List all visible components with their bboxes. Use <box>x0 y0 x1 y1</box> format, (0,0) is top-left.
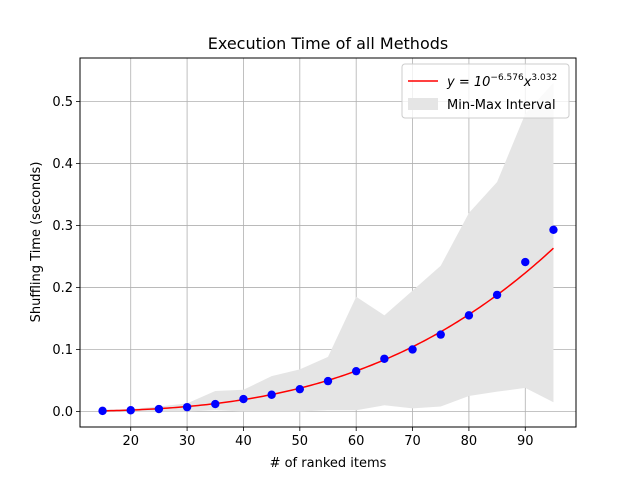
data-point <box>211 399 220 409</box>
data-point <box>549 225 558 234</box>
data-point <box>154 404 164 414</box>
data-point <box>521 257 530 267</box>
y-tick-label: 0.4 <box>52 157 73 172</box>
data-point <box>267 390 276 399</box>
x-tick-label: 30 <box>179 434 196 449</box>
y-axis-ticks: 0.0 0.1 0.2 0.3 0.4 0.5 <box>52 95 80 420</box>
x-tick-label: 90 <box>517 434 534 449</box>
legend-fit-variable: x <box>523 75 532 90</box>
plot-frame <box>79 57 577 428</box>
data-point <box>380 354 389 363</box>
y-tick-label: 0.5 <box>52 95 73 110</box>
data-point <box>239 394 248 404</box>
data-point <box>98 406 107 416</box>
x-axis-label: # of ranked items <box>270 456 387 471</box>
data-point <box>295 384 305 394</box>
data-point <box>182 402 192 412</box>
legend-fit-power: 3.032 <box>531 73 557 83</box>
legend-interval-swatch <box>408 98 438 110</box>
y-tick-label: 0.2 <box>52 281 73 296</box>
data-point <box>126 406 135 415</box>
data-point <box>464 311 474 320</box>
x-tick-label: 70 <box>404 434 421 449</box>
points-layer <box>98 225 558 416</box>
x-tick-label: 20 <box>122 434 139 449</box>
legend-fit-label: y = 10−6.576x3.032 <box>446 73 557 90</box>
chart-title: Execution Time of all Methods <box>208 34 448 53</box>
legend-box <box>401 63 570 119</box>
interval-layer <box>102 82 554 412</box>
x-tick-label: 40 <box>235 434 252 449</box>
legend-fit-base: y = 10 <box>446 75 490 90</box>
legend-interval-label: Min-Max Interval <box>447 98 556 113</box>
legend-fit-exponent: −6.576 <box>490 73 524 83</box>
y-tick-label: 0.1 <box>52 343 73 358</box>
data-point <box>408 345 417 354</box>
y-tick-label: 0.0 <box>52 405 73 420</box>
x-axis-ticks: 20 30 40 50 60 70 80 90 <box>122 427 534 449</box>
data-point <box>351 366 361 376</box>
data-point <box>492 290 502 300</box>
x-tick-label: 80 <box>461 434 478 449</box>
data-point <box>323 376 333 386</box>
min-max-interval-band <box>102 82 554 412</box>
data-point <box>436 330 445 339</box>
x-tick-label: 50 <box>292 434 309 449</box>
x-tick-label: 60 <box>348 434 365 449</box>
legend: y = 10−6.576x3.032 Min-Max Interval <box>401 63 570 119</box>
y-tick-label: 0.3 <box>52 219 73 234</box>
y-axis-label: Shuffling Time (seconds) <box>29 162 44 323</box>
